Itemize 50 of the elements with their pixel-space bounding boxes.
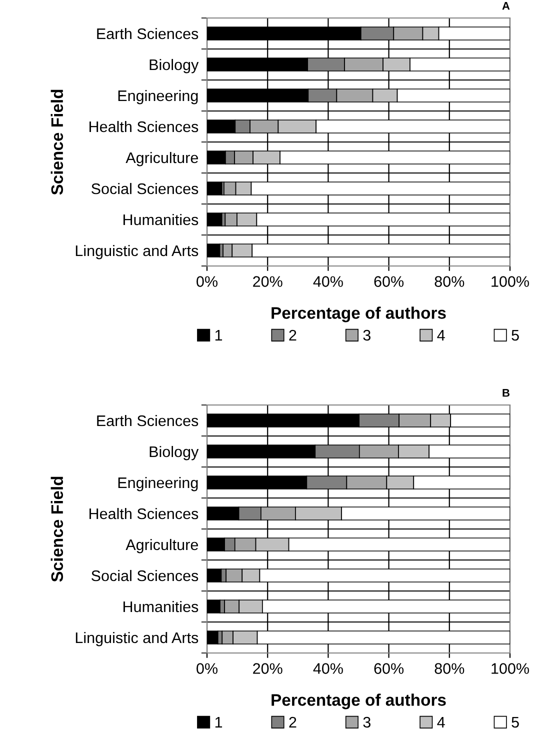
y-tick-label: Humanities [124, 600, 198, 612]
y-tick-label: Biology [150, 446, 199, 460]
legend-label: 3 [363, 716, 370, 728]
y-tick-label: Health Sciences [90, 508, 198, 520]
bar [207, 182, 222, 196]
y-tick-label: Health Sciences [90, 120, 198, 132]
x-tick-label: 20% [253, 276, 282, 287]
x-tick-label: 0% [196, 276, 218, 287]
chart-title: B [502, 389, 510, 397]
x-tick-label: 20% [253, 663, 282, 674]
x-axis-title: Percentage of authors [272, 694, 446, 710]
x-tick-label: 100% [492, 663, 529, 674]
x-tick-label: 80% [434, 276, 464, 287]
legend-label: 5 [512, 716, 519, 728]
legend-label: 3 [363, 330, 370, 341]
bar [207, 600, 220, 614]
bar [207, 568, 222, 582]
x-tick-label: 40% [313, 276, 343, 287]
legend-label: 1 [215, 330, 222, 341]
x-tick-label: 40% [313, 663, 343, 674]
legend-label: 1 [215, 716, 222, 728]
x-tick-label: 60% [374, 663, 404, 674]
legend-label: 5 [512, 330, 519, 341]
y-tick-label: Agriculture [126, 538, 198, 554]
x-tick-label: 60% [374, 276, 404, 287]
y-tick-label: Agriculture [126, 152, 198, 166]
x-tick-label: 0% [196, 663, 218, 674]
y-tick-label: Linguistic and Arts [76, 632, 198, 646]
y-tick-label: Social Sciences [92, 182, 198, 194]
legend-label: 4 [437, 716, 445, 728]
y-axis-title: Science Field [50, 90, 64, 195]
y-tick-label: Earth Sciences [97, 414, 198, 426]
bar [207, 244, 220, 258]
y-axis-title: Science Field [50, 476, 64, 582]
legend-label: 4 [437, 330, 445, 341]
legend-label: 2 [289, 330, 296, 341]
x-axis-title: Percentage of authors [272, 306, 446, 322]
y-tick-label: Humanities [124, 214, 198, 226]
legend-label: 2 [289, 716, 296, 728]
y-tick-label: Social Sciences [92, 570, 198, 582]
y-tick-label: Earth Sciences [97, 28, 198, 40]
x-tick-label: 100% [492, 276, 529, 287]
y-tick-label: Engineering [118, 90, 198, 104]
bar [207, 630, 218, 644]
bar [207, 212, 222, 226]
chart-title: A [502, 2, 510, 10]
y-tick-label: Engineering [118, 476, 198, 492]
y-tick-label: Biology [150, 58, 199, 74]
y-tick-label: Linguistic and Arts [76, 244, 198, 260]
x-tick-label: 80% [434, 663, 464, 674]
